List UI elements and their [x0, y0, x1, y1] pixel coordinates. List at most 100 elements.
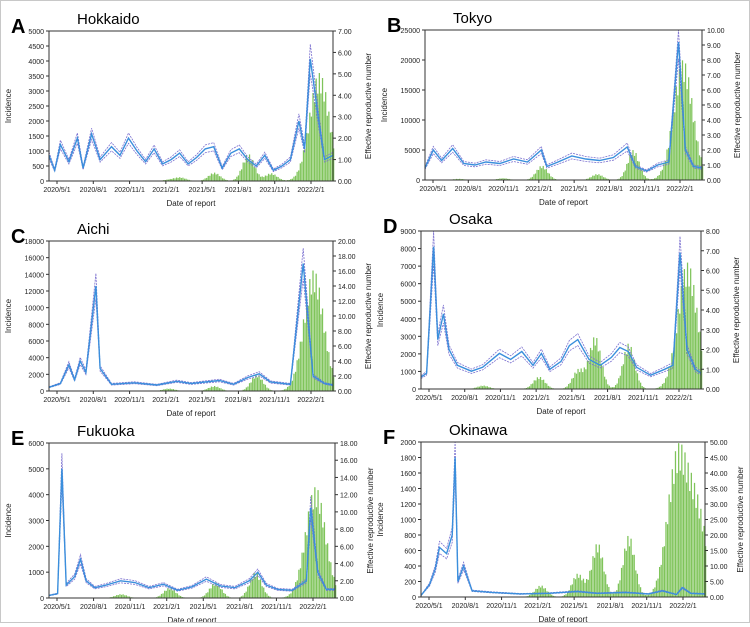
panel-title: Osaka: [449, 211, 493, 228]
incidence-bar: [182, 178, 183, 181]
incidence-bar: [629, 155, 630, 180]
x-axis-label: Date of report: [167, 409, 217, 418]
incidence-bar: [673, 484, 674, 597]
x-tick-label: 2022/2/1: [297, 397, 324, 404]
y-tick-label: 2000: [400, 352, 416, 359]
incidence-bar: [542, 586, 543, 597]
y2-tick-label: 4.00: [338, 93, 352, 100]
incidence-bar: [289, 594, 290, 598]
y2-tick-label: 0.00: [338, 389, 352, 396]
incidence-bar: [637, 373, 638, 389]
x-tick-label: 2021/2/1: [525, 186, 552, 193]
y2-tick-label: 7.00: [338, 29, 352, 36]
incidence-bar: [265, 592, 266, 598]
incidence-bar: [628, 163, 629, 180]
incidence-bar: [247, 387, 248, 391]
x-tick-label: 2021/5/1: [561, 186, 588, 193]
incidence-bar: [316, 274, 317, 391]
incidence-bar: [590, 348, 591, 389]
incidence-bar: [573, 578, 574, 597]
incidence-bar: [164, 591, 165, 598]
y-axis-label: Incidence: [4, 503, 13, 538]
incidence-bar: [572, 584, 573, 597]
incidence-bar: [635, 371, 636, 389]
incidence-bar: [534, 380, 535, 389]
incidence-bar: [676, 333, 677, 389]
incidence-bar: [574, 373, 575, 389]
y2-tick-label: 6.00: [340, 544, 354, 551]
incidence-bar: [544, 169, 545, 180]
incidence-bar: [212, 584, 213, 598]
incidence-bar: [236, 177, 237, 181]
incidence-bar: [550, 176, 551, 180]
y-tick-label: 6000: [28, 441, 44, 448]
y-tick-label: 3000: [400, 334, 416, 341]
y-tick-label: 1000: [400, 369, 416, 376]
y-axis-label: Incidence: [4, 88, 13, 123]
y2-tick-label: 6.00: [707, 88, 721, 95]
incidence-bar: [576, 574, 577, 597]
incidence-bar: [675, 451, 676, 597]
incidence-bar: [319, 288, 320, 391]
incidence-bar: [301, 553, 302, 598]
y2-tick-label: 40.00: [710, 471, 728, 478]
y-tick-label: 3500: [28, 74, 44, 81]
y-tick-label: 9000: [400, 229, 416, 236]
incidence-bar: [617, 384, 618, 389]
incidence-bar: [538, 170, 539, 180]
x-tick-label: 2020/5/1: [419, 186, 446, 193]
x-tick-label: 2021/8/1: [225, 397, 252, 404]
incidence-bar: [643, 175, 644, 180]
incidence-bar: [686, 483, 687, 597]
x-tick-label: 2021/5/1: [190, 604, 217, 611]
incidence-bar: [298, 170, 299, 181]
rt-line: [49, 264, 333, 388]
y2-tick-label: 6.00: [706, 269, 720, 276]
incidence-bars: [526, 443, 707, 597]
incidence-bar: [695, 508, 696, 597]
incidence-bar: [209, 176, 210, 181]
y2-tick-label: 8.00: [338, 329, 352, 336]
y2-tick-label: 2.00: [340, 579, 354, 586]
x-tick-label: 2020/11/1: [114, 187, 145, 194]
y-tick-label: 0: [416, 178, 420, 185]
incidence-bar: [679, 69, 680, 180]
incidence-bar: [688, 287, 689, 389]
incidence-bar: [683, 475, 684, 597]
incidence-bar: [680, 471, 681, 597]
incidence-bar: [328, 112, 329, 181]
incidence-bar: [571, 379, 572, 389]
incidence-bar: [594, 558, 595, 597]
incidence-bar: [690, 268, 691, 389]
rt-line: [425, 42, 702, 171]
y2-tick-label: 14.00: [338, 284, 356, 291]
incidence-bar: [211, 174, 212, 181]
y2-tick-label: 25.00: [710, 518, 728, 525]
y-tick-label: 2000: [28, 119, 44, 126]
y2-tick-label: 0.00: [710, 595, 724, 602]
incidence-bar: [674, 112, 675, 180]
incidence-bar: [298, 359, 299, 391]
y2-tick-label: 2.00: [706, 348, 720, 355]
incidence-bar: [323, 102, 324, 181]
incidence-bar: [223, 593, 224, 598]
y2-tick-label: 7.00: [707, 73, 721, 80]
x-tick-label: 2021/11/1: [261, 604, 292, 611]
y2-tick-label: 16.00: [338, 269, 356, 276]
incidence-bar: [656, 581, 657, 597]
y-tick-label: 6000: [28, 339, 44, 346]
incidence-bar: [206, 593, 207, 598]
incidence-bar: [217, 387, 218, 391]
incidence-bar: [327, 116, 328, 181]
panel-letter: A: [11, 16, 25, 38]
incidence-bar: [538, 379, 539, 389]
y-tick-label: 15000: [401, 88, 421, 95]
incidence-bar: [322, 309, 323, 391]
y2-tick-label: 10.00: [338, 314, 356, 321]
y-tick-label: 2000: [28, 544, 44, 551]
incidence-bar: [702, 531, 703, 597]
x-tick-label: 2020/11/1: [114, 397, 145, 404]
incidence-bar: [588, 580, 589, 597]
